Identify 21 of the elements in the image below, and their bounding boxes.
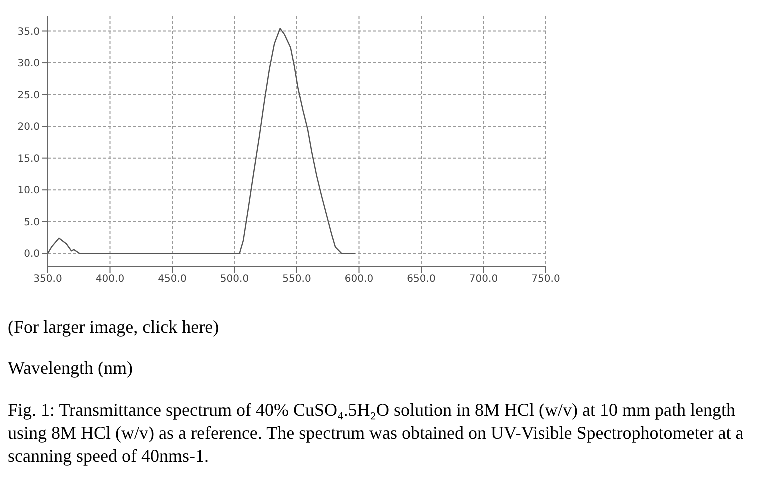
x-tick-label: 700.0: [469, 274, 498, 286]
y-tick-label: 10.0: [18, 186, 40, 197]
text: (For larger image, click here): [8, 317, 220, 338]
y-tick-label: 35.0: [18, 26, 40, 38]
y-tick-label: 30.0: [18, 58, 40, 70]
x-tick-label: 500.0: [220, 274, 250, 286]
x-tick-label: 350.0: [34, 274, 62, 286]
x-tick-label: 550.0: [282, 274, 312, 286]
y-tick-label: 0.0: [24, 249, 40, 260]
x-tick-label: 750.0: [532, 274, 560, 286]
y-tick-label: 15.0: [18, 154, 40, 165]
y-tick-label: 25.0: [18, 90, 40, 102]
y-tick-label: 20.0: [18, 122, 40, 134]
x-axis-title: Wavelength (nm): [8, 358, 134, 379]
x-tick-label: 650.0: [407, 274, 436, 286]
y-tick-label: 5.0: [24, 217, 40, 228]
caption: Fig. 1: Transmittance spectrum of 40% CuSO₄.5H₂O solution in 8M HCl (w/v) at 10 mm path length using 8M HCl (w/v) as a reference. The spectrum was obtained on UV-Visible Spectrophotometer at a scanning speed of 40nms-1.: [8, 399, 745, 468]
x-tick-label: 400.0: [96, 274, 125, 286]
x-tick-label: 600.0: [344, 274, 374, 286]
x-tick-label: 450.0: [158, 274, 187, 286]
line-series: [48, 28, 356, 254]
